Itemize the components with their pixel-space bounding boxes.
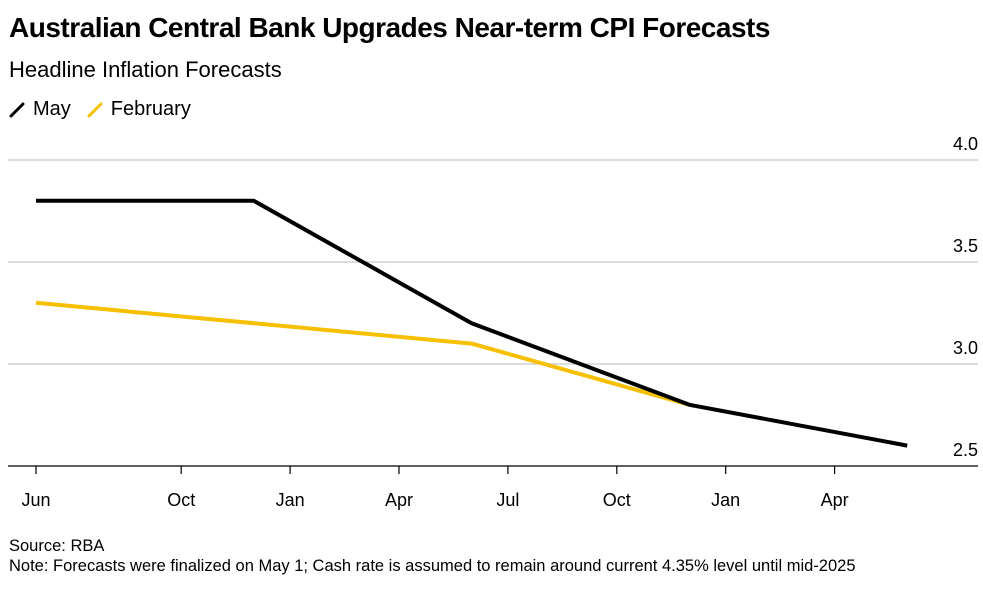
x-tick-label: Jan (711, 490, 740, 510)
y-tick-label: 3.0 (953, 338, 978, 358)
y-tick-label: 4.0 (953, 134, 978, 154)
chart-title: Australian Central Bank Upgrades Near-te… (9, 12, 770, 43)
footnote: Note: Forecasts were finalized on May 1;… (9, 557, 856, 575)
legend-item-february: February (87, 98, 191, 121)
legend-swatch-line-may (9, 102, 25, 117)
x-tick-label: Jul (496, 490, 519, 510)
x-tick-label: Jun (21, 490, 50, 510)
x-tick-label: Apr (821, 490, 849, 510)
chart-subtitle: Headline Inflation Forecasts (9, 57, 282, 82)
x-tick-label: Oct (167, 490, 195, 510)
line-chart: 4.0 3.5 3.0 2.5 Jun Oct Jan Apr Jul Oct Jan Apr (8, 134, 978, 510)
source-note: Source: RBA (9, 537, 105, 555)
legend-label-may: May (33, 98, 71, 120)
legend-swatch-february (87, 102, 103, 117)
y-tick-label: 3.5 (953, 236, 978, 256)
x-tick-label: Oct (603, 490, 631, 510)
x-tick-label: Jan (276, 490, 305, 510)
series-line-february (35, 300, 690, 407)
legend-swatch-line-february (87, 102, 103, 117)
legend: May February (9, 98, 207, 121)
legend-swatch-may (9, 102, 25, 117)
legend-item-may: May (9, 98, 71, 121)
legend-label-february: February (110, 98, 191, 120)
y-tick-label: 2.5 (953, 440, 978, 460)
x-tick-label: Apr (385, 490, 413, 510)
series-line-may (36, 198, 908, 448)
chart-footer: Source: RBA Note: Forecasts were finaliz… (9, 536, 979, 576)
